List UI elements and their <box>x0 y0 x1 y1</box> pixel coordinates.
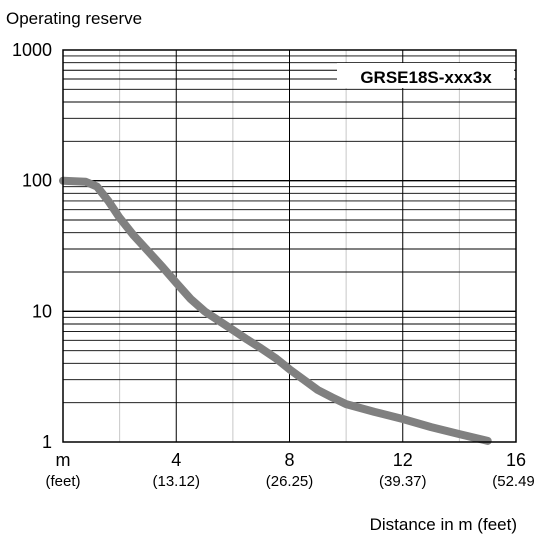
plot-border <box>62 49 517 443</box>
legend-box <box>337 63 514 88</box>
x-axis-title: Distance in m (feet) <box>370 515 517 534</box>
x-tick-sublabel: (13.12) <box>152 473 200 490</box>
grid <box>63 50 516 442</box>
y-tick-label: 1 <box>42 432 52 452</box>
x-tick-label: 4 <box>171 450 181 470</box>
legend-label: GRSE18S-xxx3x <box>360 68 492 87</box>
x-tick-label: 16 <box>506 450 526 470</box>
series-line <box>59 176 492 445</box>
series-layer <box>59 176 492 445</box>
x-tick-sublabel: (39.37) <box>379 473 427 490</box>
y-axis-title: Operating reserve <box>6 9 142 28</box>
y-tick-label: 10 <box>32 301 52 321</box>
x-tick-label: 8 <box>284 450 294 470</box>
ticks: 1 10 100 1000 m (feet) 4 (13.12) 8 (26.25) 12 (39.3… <box>12 40 535 490</box>
y-tick-label: 1000 <box>12 40 52 60</box>
x-tick-sublabel: (feet) <box>45 473 80 490</box>
x-tick-label: m <box>56 450 71 470</box>
plot-frame <box>62 49 517 443</box>
legend: GRSE18S-xxx3x <box>337 63 514 88</box>
y-tick-label: 100 <box>22 171 52 191</box>
x-tick-sublabel: (26.25) <box>266 473 314 490</box>
x-tick-sublabel: (52.49) <box>492 473 535 490</box>
axis-labels: Operating reserve Distance in m (feet) <box>6 9 517 534</box>
x-tick-label: 12 <box>393 450 413 470</box>
